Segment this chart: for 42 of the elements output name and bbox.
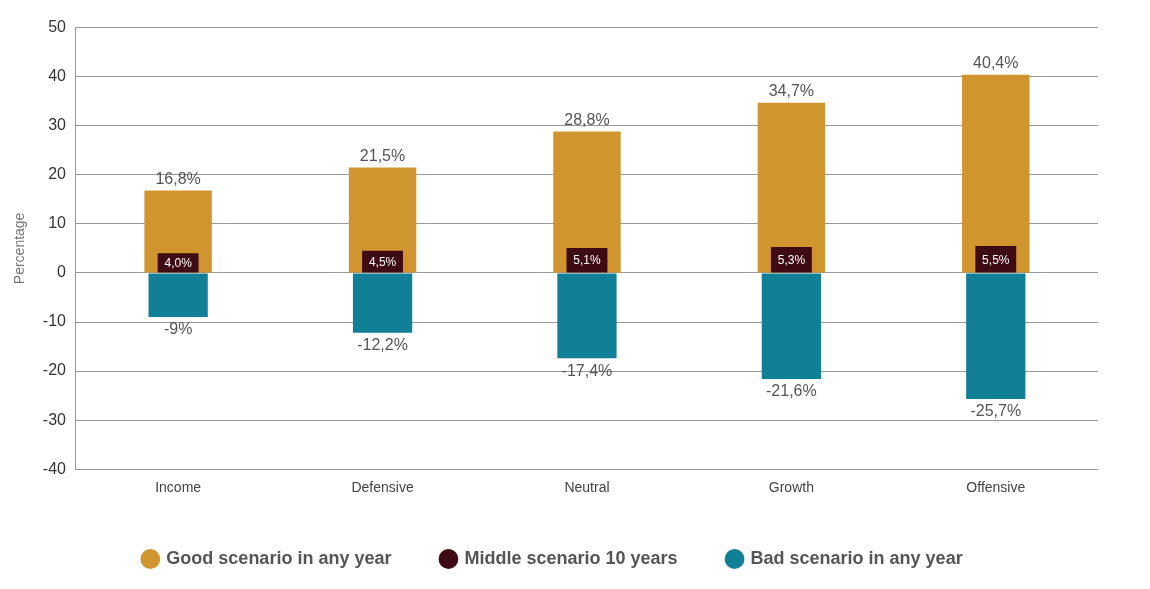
y-tick-label: 50 [48,18,67,36]
data-label: 40,4% [973,54,1019,72]
y-tick-label: -40 [42,459,67,477]
bar [352,273,413,333]
bar [348,167,417,273]
data-label: 5,1% [573,253,601,268]
bar [962,74,1030,273]
legend-label: Good scenario in any year [166,547,392,568]
legend-label: Bad scenario in any year [750,547,963,568]
y-tick-label: 20 [48,165,67,183]
bar [757,102,826,273]
x-tick-label: Defensive [351,479,414,496]
data-label: -21,6% [766,382,817,400]
x-tick-label: Offensive [966,479,1026,496]
data-label: 4,5% [368,254,397,269]
bar [148,273,208,318]
y-axis-title: Percentage [11,212,28,285]
data-label: -25,7% [970,402,1022,420]
x-tick-label: Income [155,479,202,496]
bar [966,273,1026,400]
y-tick-label: -30 [42,410,67,428]
data-label: 34,7% [768,82,815,100]
y-tick-label: 10 [48,214,67,232]
y-tick-label: -20 [42,361,67,379]
x-tick-label: Neutral [564,479,610,496]
data-label: 4,0% [164,256,193,271]
bar [557,273,617,359]
x-tick-label: Growth [768,479,814,496]
y-tick-label: -10 [42,312,67,330]
data-label: -9% [163,320,193,338]
data-label: 5,3% [777,252,806,267]
data-label: 16,8% [155,169,201,187]
y-tick-label: 0 [57,263,67,281]
y-tick-label: 30 [48,116,67,134]
bar [761,273,822,379]
legend-label: Middle scenario 10 years [464,547,678,568]
data-label: 28,8% [564,111,610,129]
data-label: 5,5% [982,252,1010,267]
data-label: 21,5% [359,146,406,164]
data-label: -12,2% [357,336,408,354]
bar [553,131,621,273]
y-tick-label: 40 [48,67,67,85]
